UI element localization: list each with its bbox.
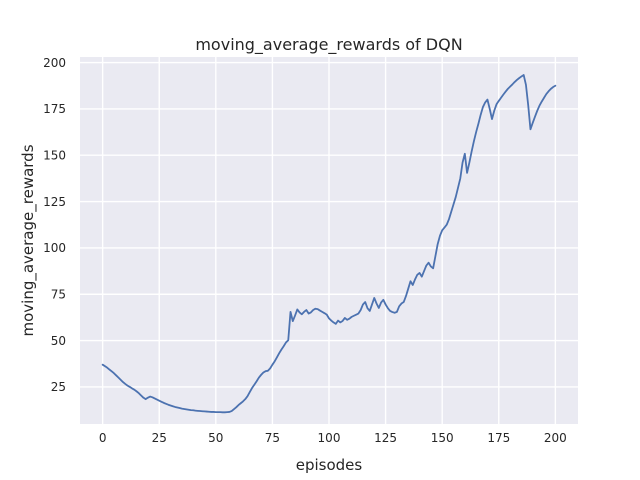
- y-tick-label: 25: [51, 380, 66, 394]
- x-tick-label: 100: [318, 431, 341, 445]
- x-tick-labels: 0 25 50 75 100 125 150 175 200: [99, 431, 567, 445]
- y-tick-labels: 25 50 75 100 125 150 175 200: [43, 56, 66, 394]
- x-tick-label: 50: [208, 431, 223, 445]
- y-tick-label: 75: [51, 287, 66, 301]
- x-tick-label: 175: [487, 431, 510, 445]
- y-tick-label: 100: [43, 241, 66, 255]
- x-tick-label: 150: [431, 431, 454, 445]
- y-tick-label: 150: [43, 148, 66, 162]
- x-axis-label: episodes: [296, 456, 363, 474]
- x-tick-label: 200: [544, 431, 567, 445]
- y-tick-label: 200: [43, 56, 66, 70]
- y-tick-label: 175: [43, 102, 66, 116]
- x-tick-label: 0: [99, 431, 107, 445]
- x-tick-label: 125: [374, 431, 397, 445]
- x-tick-label: 25: [152, 431, 167, 445]
- chart-title: moving_average_rewards of DQN: [195, 35, 462, 55]
- y-tick-label: 125: [43, 195, 66, 209]
- x-tick-label: 75: [265, 431, 280, 445]
- data-line: [101, 74, 557, 414]
- y-axis-label: moving_average_rewards: [19, 144, 38, 336]
- y-tick-label: 50: [51, 334, 66, 348]
